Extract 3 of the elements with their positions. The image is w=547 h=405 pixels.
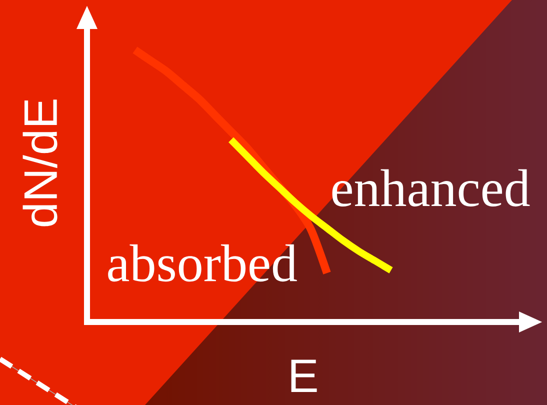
y-axis-title: dN/dE	[22, 100, 58, 226]
x-axis-title: E	[291, 360, 317, 392]
series-label: absorbed	[108, 244, 297, 282]
